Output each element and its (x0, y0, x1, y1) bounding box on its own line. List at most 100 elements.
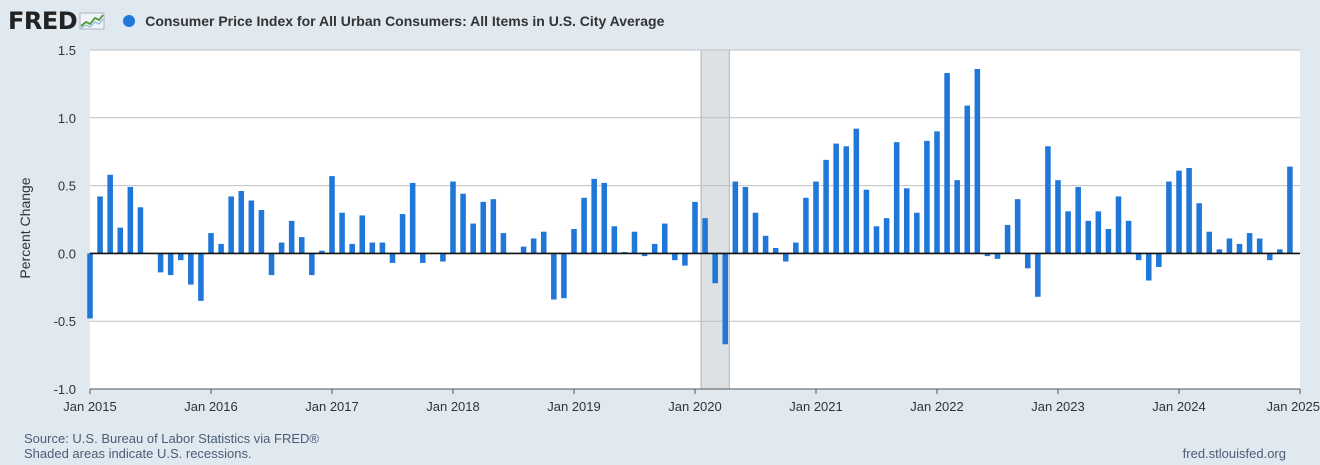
bar (833, 143, 839, 254)
bar (641, 253, 648, 257)
bar (389, 253, 396, 263)
bar (1014, 199, 1021, 254)
x-tick-label: Jan 2019 (547, 399, 601, 414)
bar (994, 253, 1001, 259)
bar (198, 253, 204, 301)
bar (460, 193, 466, 254)
bar (571, 228, 577, 254)
bar (208, 233, 214, 254)
bar (1085, 220, 1092, 254)
bar (1186, 167, 1192, 254)
bar (803, 197, 809, 254)
chart-header: FRED Consumer Price Index for All Urban … (8, 6, 664, 36)
site-link[interactable]: fred.stlouisfed.org (1182, 446, 1286, 461)
x-tick-label: Jan 2024 (1152, 399, 1206, 414)
bar (1055, 180, 1061, 254)
bar (611, 226, 618, 254)
bar (772, 247, 779, 254)
bar (1256, 238, 1263, 254)
bar (551, 253, 557, 300)
bar (661, 223, 668, 254)
bar (601, 182, 608, 254)
bar (944, 73, 950, 254)
bar (520, 246, 527, 254)
bar (873, 226, 880, 254)
source-text: U.S. Bureau of Labor Statistics via FRED… (72, 431, 319, 446)
bar (1024, 253, 1031, 269)
bar (843, 146, 850, 254)
bar (1135, 253, 1142, 261)
bar (934, 131, 940, 254)
bar (1095, 211, 1102, 254)
bar (540, 231, 547, 254)
bar (1145, 253, 1152, 281)
bar (692, 201, 698, 254)
bar (793, 242, 799, 254)
bar (1176, 170, 1182, 254)
bar (500, 233, 507, 254)
x-tick-label: Jan 2018 (426, 399, 480, 414)
bar (1277, 249, 1283, 254)
bar (1266, 253, 1273, 261)
x-tick-label: Jan 2021 (789, 399, 843, 414)
bar (1105, 228, 1112, 254)
x-tick-label: Jan 2023 (1031, 399, 1085, 414)
x-tick-label: Jan 2022 (910, 399, 964, 414)
bar (157, 253, 164, 273)
fred-logo-text: FRED (8, 7, 78, 35)
bar (339, 212, 345, 254)
bar (319, 250, 325, 254)
x-tick-label: Jan 2017 (305, 399, 359, 414)
bar (248, 200, 255, 254)
bar (329, 176, 335, 254)
y-tick-label: 0.0 (58, 246, 76, 261)
bar (1236, 243, 1243, 254)
bar (591, 178, 597, 254)
bar (702, 218, 708, 254)
bar (1065, 211, 1071, 254)
bar (813, 181, 819, 254)
bar (399, 214, 406, 254)
bar (419, 253, 426, 263)
bar (1156, 253, 1162, 267)
bar (984, 253, 991, 257)
bar (561, 253, 567, 299)
bar (409, 182, 416, 254)
bar (1035, 253, 1041, 297)
bar (682, 253, 688, 266)
y-tick-label: 0.5 (58, 179, 76, 194)
bar (581, 197, 587, 254)
bar (903, 188, 910, 254)
bar (1287, 166, 1293, 254)
bar (228, 196, 234, 254)
bar (218, 243, 224, 254)
bar (298, 237, 305, 254)
line-graph-icon (79, 12, 105, 30)
fred-logo[interactable]: FRED (8, 7, 105, 35)
bar (893, 142, 900, 254)
bar (97, 196, 103, 254)
legend-dot (123, 15, 136, 27)
bar (1216, 249, 1223, 254)
bar (1166, 181, 1172, 254)
bar (712, 253, 718, 284)
bar (87, 253, 93, 319)
bar (954, 180, 960, 254)
y-tick-label: -0.5 (54, 314, 76, 329)
bar (974, 68, 981, 254)
bar (349, 243, 355, 254)
footer-notes: Source: U.S. Bureau of Labor Statistics … (24, 431, 319, 461)
bar (440, 253, 446, 262)
bar (177, 253, 184, 261)
bar (379, 242, 386, 254)
x-tick-label: Jan 2020 (668, 399, 722, 414)
bar (530, 238, 537, 254)
y-axis-label: Percent Change (17, 177, 33, 279)
bar (1206, 231, 1213, 254)
bar (127, 186, 134, 254)
bar (742, 186, 749, 254)
chart-legend[interactable]: Consumer Price Index for All Urban Consu… (123, 13, 664, 29)
bar (238, 191, 245, 254)
bar (914, 212, 920, 254)
